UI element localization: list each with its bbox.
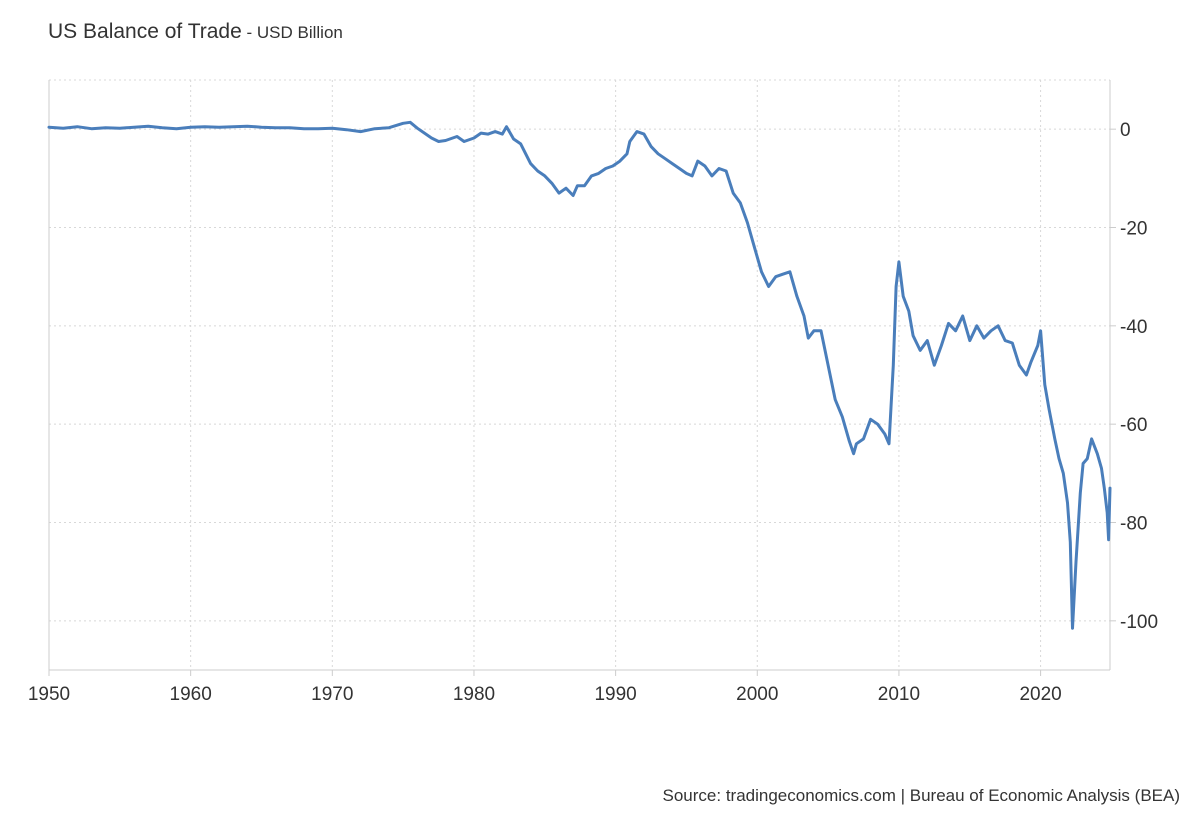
chart-subtitle: USD Billion: [256, 23, 343, 42]
series-line: [47, 120, 1112, 630]
source-credit: Source: tradingeconomics.com | Bureau of…: [662, 786, 1180, 805]
x-tick-label: 1990: [594, 684, 636, 705]
y-tick-label: 0: [1120, 120, 1131, 141]
y-tick-label: -20: [1120, 219, 1147, 240]
x-tick-label: 1970: [311, 684, 353, 705]
x-tick-label: 2000: [736, 684, 778, 705]
x-tick-label: 1980: [453, 684, 495, 705]
title-separator: -: [241, 23, 257, 42]
y-tick-label: -60: [1120, 415, 1147, 436]
x-tick-label: 2010: [878, 684, 920, 705]
x-tick-label: 1960: [170, 684, 212, 705]
y-tick-label: -80: [1120, 514, 1147, 535]
chart-title-text: US Balance of Trade: [48, 20, 242, 43]
x-tick-label: 1950: [28, 684, 70, 705]
chart-title: US Balance of Trade - USD Billion: [48, 20, 343, 44]
y-tick-label: -100: [1120, 612, 1158, 633]
x-tick-label: 2020: [1019, 684, 1061, 705]
y-tick-label: -40: [1120, 317, 1147, 338]
